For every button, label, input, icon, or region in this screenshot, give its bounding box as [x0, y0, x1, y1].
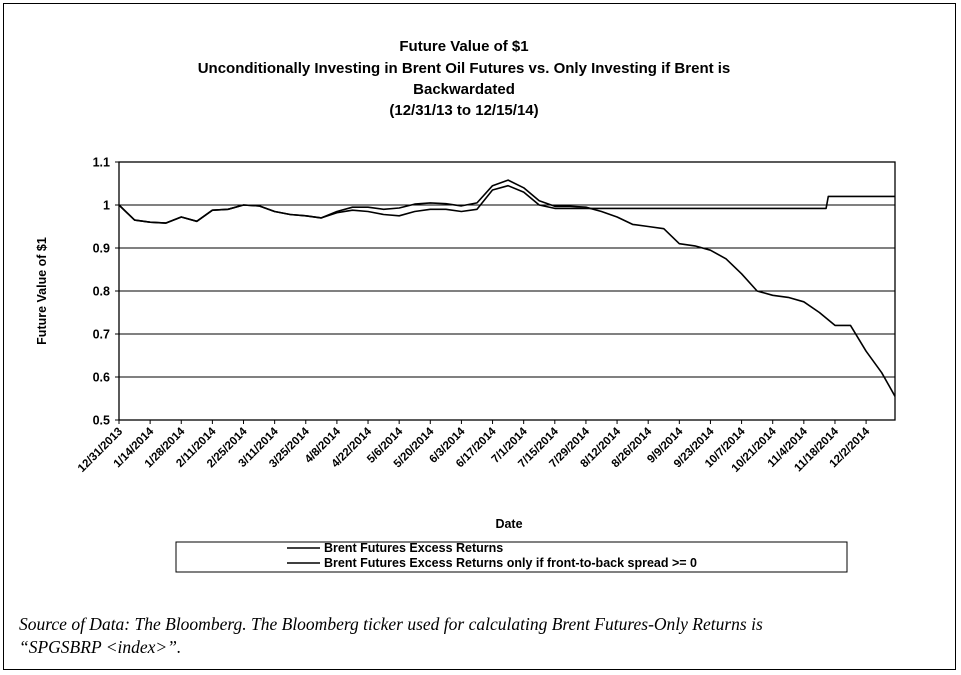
figure-frame: [3, 3, 956, 670]
y-tick-label: 1: [103, 199, 110, 213]
chart-title-line-1: Future Value of $1: [399, 38, 528, 55]
source-note-line-2: “SPGSBRP <index>”.: [19, 637, 182, 657]
chart-title-line-4: (12/31/13 to 12/15/14): [389, 102, 538, 119]
source-note-line-1: Source of Data: The Bloomberg. The Bloom…: [19, 614, 763, 634]
series-line-1: [118, 179, 896, 397]
grid-lines: [119, 161, 895, 421]
chart-title-line-3: Backwardated: [413, 81, 515, 98]
source-note: Source of Data: The Bloomberg. The Bloom…: [19, 613, 919, 659]
chart-area: Future Value of $1 Unconditionally Invest…: [35, 38, 896, 573]
y-tick-label: 0.7: [93, 328, 110, 342]
legend-box: [175, 541, 848, 573]
y-tick-label: 0.9: [93, 242, 110, 256]
x-axis-label: Date: [495, 517, 522, 531]
chart-title: Future Value of $1 Unconditionally Invest…: [198, 38, 731, 119]
y-tick-label: 0.8: [93, 285, 110, 299]
y-axis-label: Future Value of $1: [35, 237, 49, 345]
y-tick-label: 1.1: [93, 156, 110, 170]
x-axis-ticks: 12/31/20131/14/20141/28/20142/11/20142/2…: [76, 420, 873, 475]
chart-title-line-2: Unconditionally Investing in Brent Oil F…: [198, 60, 731, 77]
y-tick-label: 0.6: [93, 371, 110, 385]
line-chart: Future Value of $1 Unconditionally Invest…: [35, 38, 896, 573]
legend-entry-series-1: Brent Futures Excess Returns: [324, 541, 503, 555]
legend: Brent Futures Excess Returns Brent Futur…: [175, 541, 848, 573]
series-line-2: [118, 184, 895, 224]
y-tick-label: 0.5: [93, 414, 110, 428]
legend-entry-series-2: Brent Futures Excess Returns only if fro…: [324, 556, 697, 570]
series-lines: [118, 179, 896, 397]
y-axis-ticks: 0.5 0.6 0.7 0.8 0.9 1 1.1: [93, 156, 119, 428]
